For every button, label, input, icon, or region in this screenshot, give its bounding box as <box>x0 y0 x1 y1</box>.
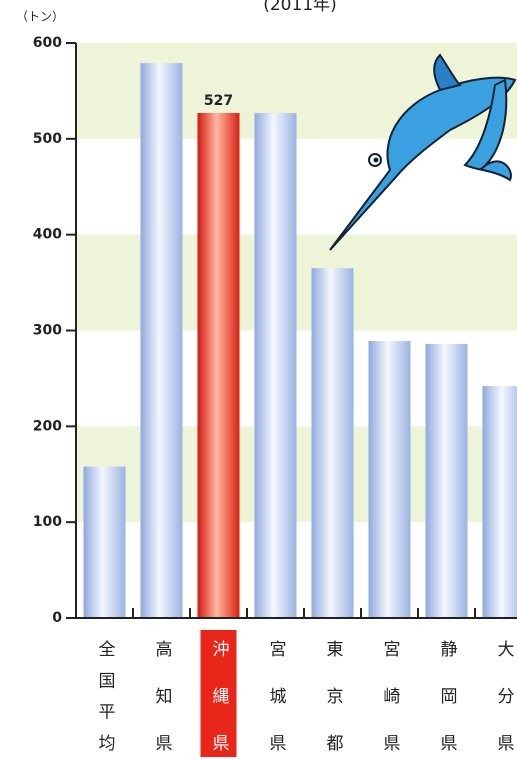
y-tick-label: 500 <box>33 131 62 147</box>
x-tick-label: 全国平均 <box>95 640 116 759</box>
x-tick-label: 宮城県 <box>266 640 287 759</box>
bar <box>312 268 354 618</box>
bar <box>255 113 297 618</box>
bar <box>84 467 126 618</box>
y-tick-label: 600 <box>33 35 62 51</box>
unit-label: （トン） <box>16 10 64 24</box>
plot: 0 100 200 300 400 500 600 全国平均 高知県 沖縄県 527 宮城県 東京都 宮崎… <box>33 35 517 759</box>
bar <box>426 344 468 618</box>
bar <box>369 341 411 618</box>
x-tick-label: 沖縄県 <box>209 640 230 759</box>
y-tick-label: 0 <box>52 610 62 626</box>
chart-title: (2011年) <box>263 0 337 15</box>
data-label: 527 <box>204 93 233 109</box>
x-tick-label: 宮崎県 <box>380 640 401 759</box>
y-tick-label: 100 <box>33 514 62 530</box>
y-tick-label: 400 <box>33 227 62 243</box>
x-tick-label: 東京都 <box>323 640 344 759</box>
chart: (2011年) （トン） 0 100 200 300 400 500 600 全国平均 高知県 沖… <box>0 0 517 759</box>
bar <box>198 113 240 618</box>
bar <box>141 63 183 618</box>
bar <box>483 386 517 618</box>
x-tick-label: 大分県 <box>494 640 515 759</box>
x-tick-label: 静岡県 <box>437 640 458 759</box>
y-tick-label: 200 <box>33 418 62 434</box>
y-tick-label: 300 <box>33 323 62 339</box>
x-tick-label: 高知県 <box>152 640 173 759</box>
